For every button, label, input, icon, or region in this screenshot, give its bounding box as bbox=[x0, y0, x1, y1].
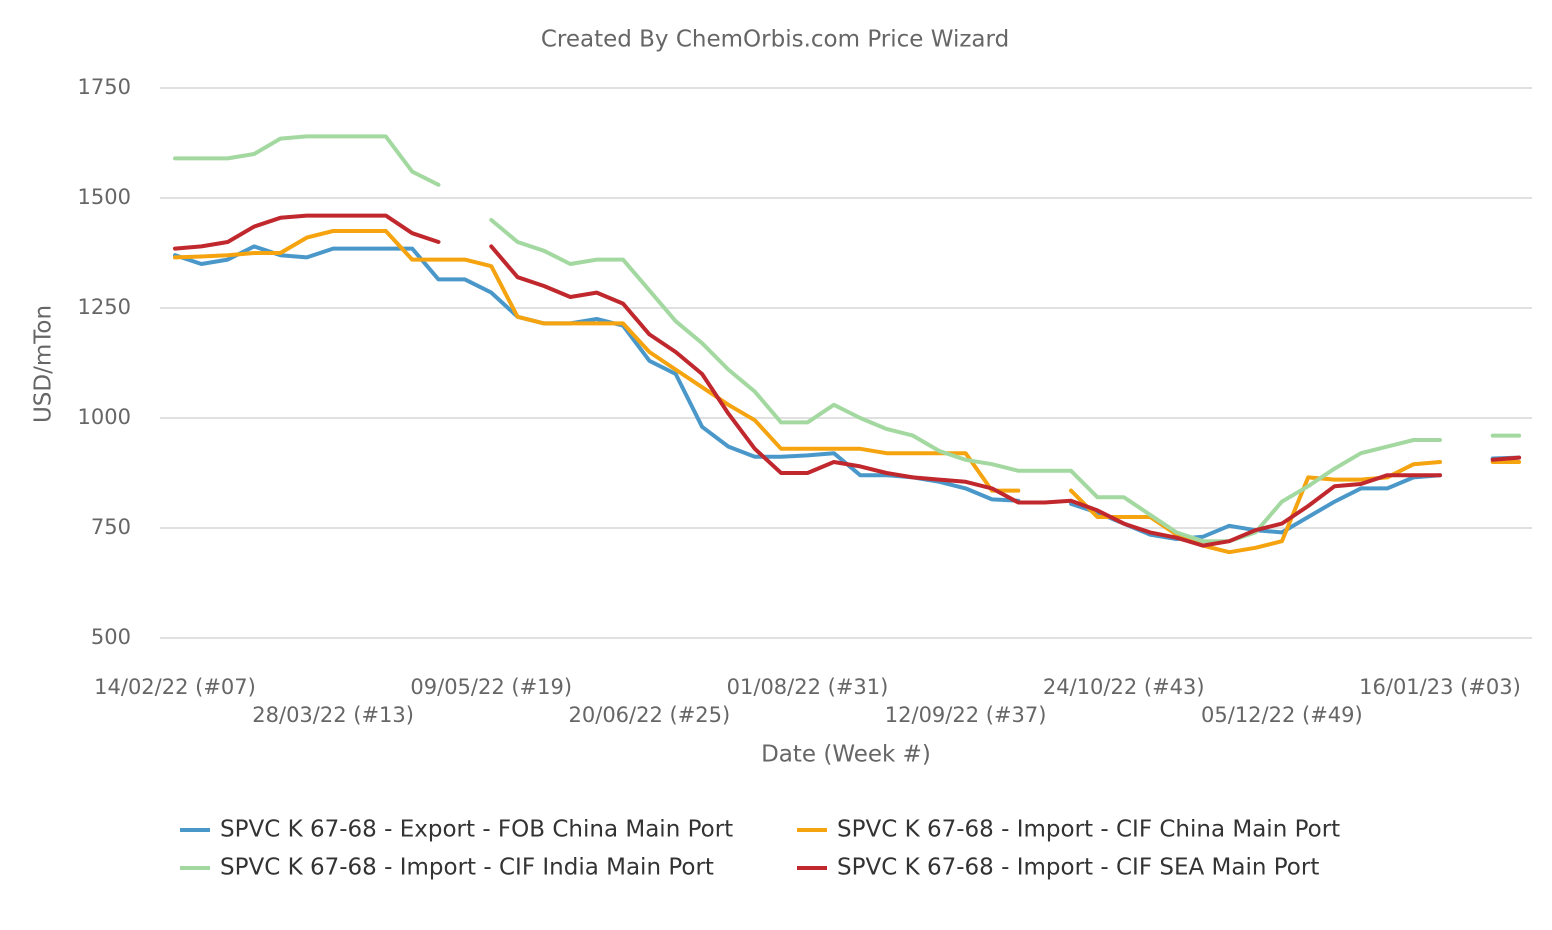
x-tick-label: 20/06/22 (#25) bbox=[569, 703, 731, 727]
y-tick-label: 750 bbox=[91, 515, 131, 539]
y-tick-label: 500 bbox=[91, 625, 131, 649]
y-axis-label: USD/mTon bbox=[31, 305, 57, 423]
x-tick-label: 24/10/22 (#43) bbox=[1043, 675, 1205, 699]
series-line bbox=[489, 244, 1442, 548]
series-line bbox=[173, 134, 441, 187]
series-line bbox=[173, 244, 1021, 503]
x-tick-label: 12/09/22 (#37) bbox=[885, 703, 1047, 727]
legend-label: SPVC K 67-68 - Export - FOB China Main P… bbox=[220, 817, 733, 843]
legend-label: SPVC K 67-68 - Import - CIF India Main P… bbox=[220, 855, 714, 881]
x-tick-label: 16/01/23 (#03) bbox=[1359, 675, 1521, 699]
legend-label: SPVC K 67-68 - Import - CIF China Main P… bbox=[837, 817, 1340, 843]
x-tick-label: 14/02/22 (#07) bbox=[94, 675, 256, 699]
x-tick-label: 09/05/22 (#19) bbox=[410, 675, 572, 699]
legend-label: SPVC K 67-68 - Import - CIF SEA Main Por… bbox=[837, 855, 1319, 881]
y-tick-label: 1250 bbox=[78, 295, 131, 319]
series-line bbox=[489, 218, 1442, 544]
series-line bbox=[173, 229, 1021, 493]
x-tick-label: 01/08/22 (#31) bbox=[727, 675, 889, 699]
x-tick-label: 05/12/22 (#49) bbox=[1201, 703, 1363, 727]
x-axis-label: Date (Week #) bbox=[761, 742, 931, 768]
series-line bbox=[173, 213, 441, 251]
chart-title: Created By ChemOrbis.com Price Wizard bbox=[541, 27, 1009, 53]
series-line bbox=[1490, 455, 1522, 462]
y-tick-label: 1750 bbox=[78, 75, 131, 99]
x-tick-label: 28/03/22 (#13) bbox=[252, 703, 414, 727]
y-tick-label: 1000 bbox=[78, 405, 131, 429]
y-tick-label: 1500 bbox=[78, 185, 131, 209]
